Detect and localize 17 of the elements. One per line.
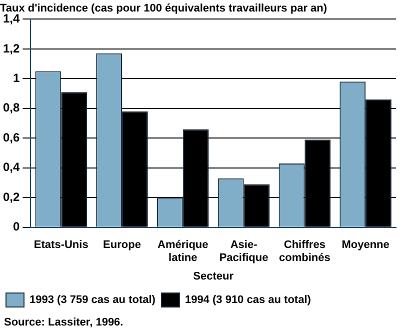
y-tick-label: 1,2	[2, 41, 20, 56]
y-tick-label: 0,4	[2, 160, 20, 174]
y-tick-label: 0,8	[2, 100, 20, 115]
legend-label: 1994 (3 910 cas au total)	[184, 294, 312, 306]
source-note: Source: Lassiter, 1996.	[4, 316, 124, 329]
x-axis-title: Secteur	[193, 270, 234, 282]
y-tick-label: 0,6	[2, 130, 20, 144]
y-tick-label: 0	[12, 220, 20, 234]
legend-label: 1993 (3 759 cas au total)	[30, 294, 156, 306]
x-tick-label: Chiffres combinés	[278, 239, 330, 264]
x-tick-label: Moyenne	[342, 239, 390, 252]
x-tick-label: Amérique latine	[158, 239, 208, 264]
x-tick-label: Etats-Unis	[34, 239, 88, 252]
y-tick-label: 0,2	[2, 190, 20, 204]
x-tick-label: Asie-Pacifique	[219, 239, 268, 264]
x-tick-label: Europe	[103, 239, 141, 252]
y-tick-label: 1	[12, 71, 20, 85]
